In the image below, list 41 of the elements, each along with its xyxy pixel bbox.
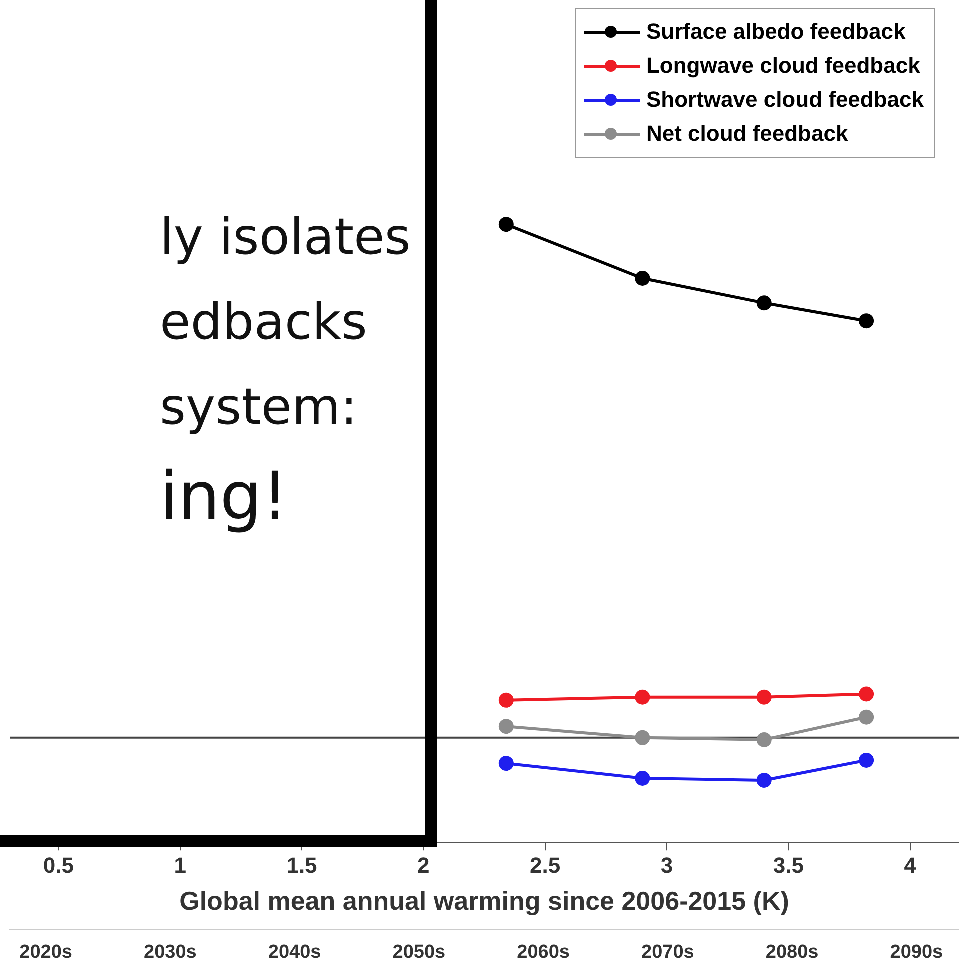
- point: [859, 314, 874, 329]
- x-tick-label: 0.5: [43, 852, 74, 878]
- legend-label: Net cloud feedback: [646, 121, 848, 147]
- x2-tick-label: 2050s: [392, 942, 446, 963]
- x2-tick-label: 2020s: [20, 942, 72, 963]
- x2-tick-label: 2090s: [890, 942, 944, 963]
- point: [498, 217, 514, 232]
- x-tick-label: 2: [418, 852, 430, 878]
- legend-label: Shortwave cloud feedback: [646, 87, 924, 113]
- x-tick-label: 4: [904, 852, 918, 878]
- point: [498, 756, 514, 772]
- x2-tick-label: 2040s: [268, 942, 322, 963]
- point: [498, 719, 514, 734]
- x-tick-label: 1: [174, 852, 186, 878]
- legend-label: Surface albedo feedback: [646, 19, 906, 45]
- x2-tick-label: 2080s: [766, 942, 819, 963]
- x-tick-label: 1.5: [286, 852, 318, 878]
- x-axis-title: Global mean annual warming since 2006-2015 (K): [180, 886, 790, 916]
- point: [635, 730, 650, 746]
- legend-label: Longwave cloud feedback: [646, 53, 920, 79]
- point: [756, 732, 772, 748]
- annotation: edbacks: [160, 293, 368, 351]
- annotation: system:: [160, 378, 358, 436]
- point: [756, 296, 772, 311]
- point: [859, 686, 874, 702]
- x-tick-label: 3.5: [773, 852, 804, 878]
- point: [756, 772, 772, 788]
- point: [859, 752, 874, 768]
- point: [635, 690, 650, 705]
- annotation: ly isolates: [160, 208, 411, 266]
- point: [498, 692, 514, 708]
- x2-tick-label: 2060s: [517, 942, 570, 963]
- point: [756, 690, 772, 705]
- point: [859, 710, 874, 725]
- x2-tick-label: 2070s: [642, 942, 694, 963]
- point: [635, 770, 650, 786]
- x2-tick-label: 2030s: [144, 942, 197, 963]
- x-tick-label: 2.5: [530, 852, 561, 878]
- point: [635, 270, 650, 286]
- annotation: ing!: [160, 458, 289, 535]
- x-tick-label: 3: [660, 852, 674, 878]
